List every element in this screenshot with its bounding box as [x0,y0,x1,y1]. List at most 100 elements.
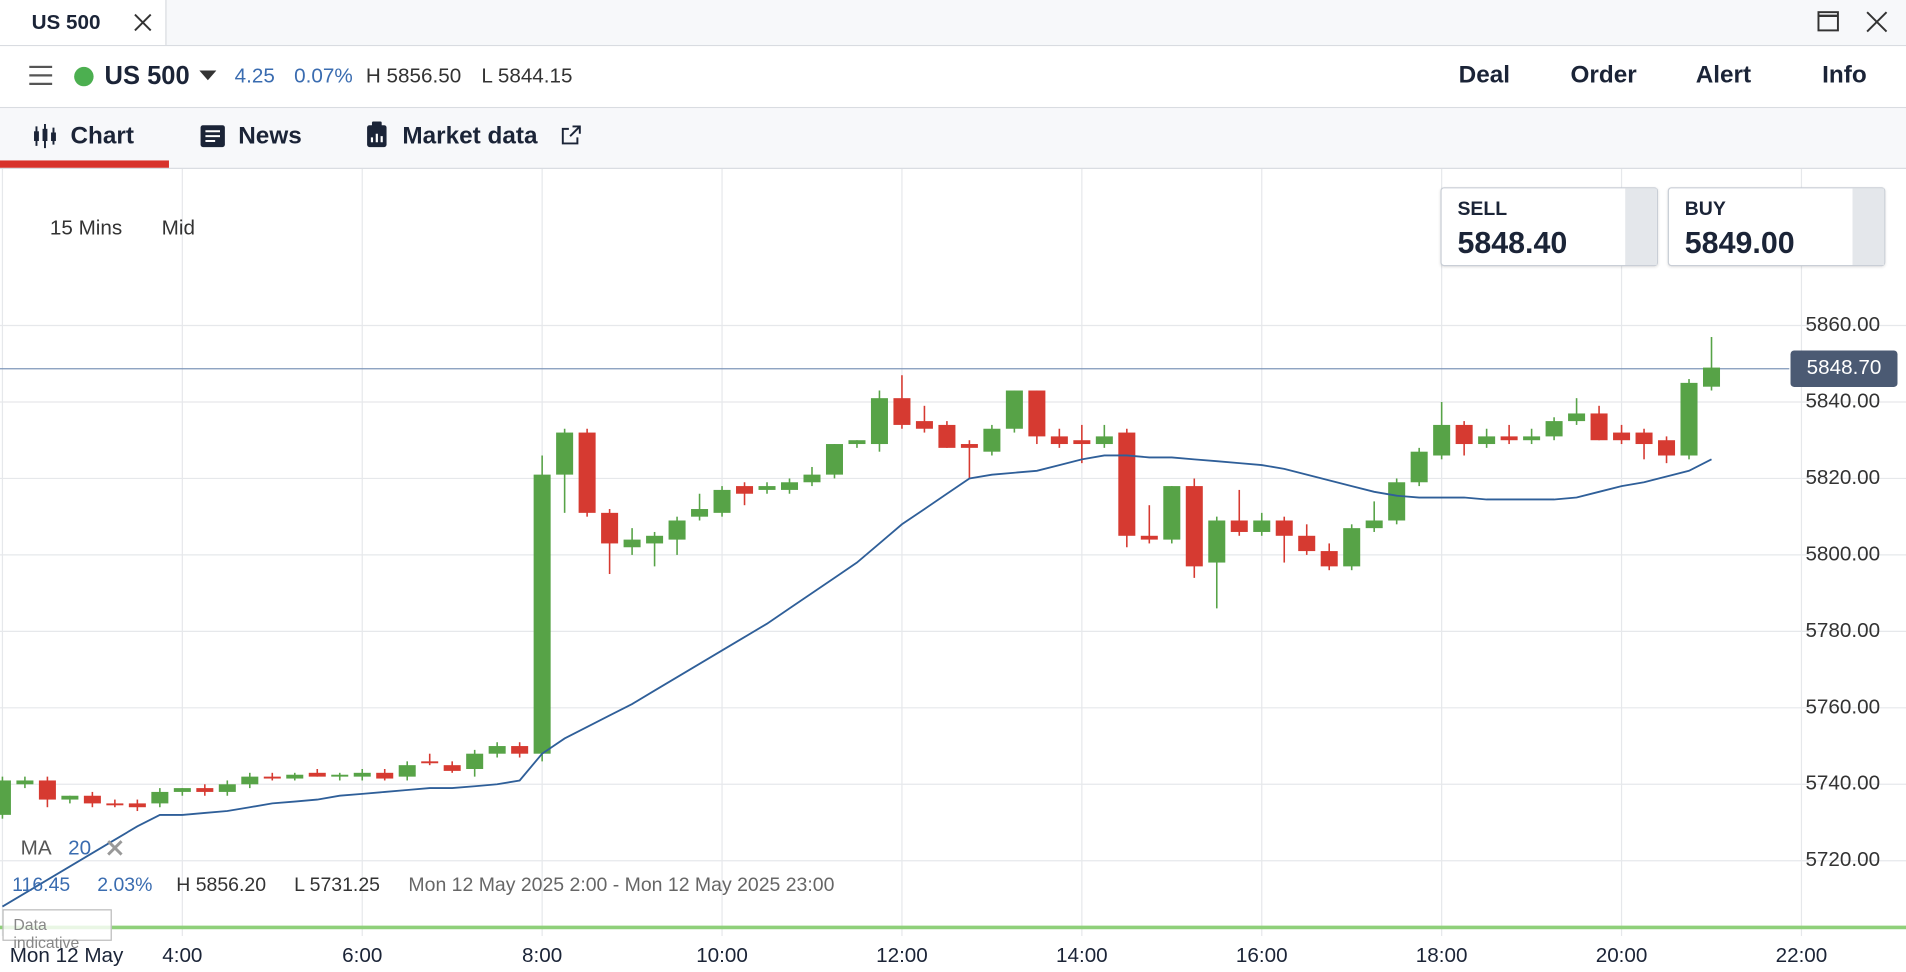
candle-body [1140,535,1158,540]
candle-body [1230,520,1248,532]
last-price-tag [1790,350,1898,387]
notice-box: Data indicative [2,909,112,952]
candle [893,375,911,429]
candle-body [1275,520,1293,536]
candle [1343,524,1361,571]
low: L 5844.15 [481,64,573,88]
candle [1005,390,1023,433]
y-tick-label: 5800.00 [1805,542,1880,565]
candle [1208,516,1226,609]
candle [1433,401,1451,460]
candle-body [1545,421,1563,437]
candle-body [1410,451,1428,483]
x-tick-label: 18:00 [1416,944,1468,967]
info-button[interactable]: Info [1822,61,1867,89]
range-change-pct: 2.03% [97,875,153,896]
market-data-tab[interactable]: Market data [359,108,590,168]
candle-body [893,398,911,425]
x-tick-label: 10:00 [696,944,748,967]
candle-body [803,474,821,483]
menu-icon[interactable] [29,65,53,85]
candle-body [758,486,776,490]
candle [1050,428,1068,448]
candle-body [1005,390,1023,429]
order-button[interactable]: Order [1570,61,1637,89]
interval-selector[interactable]: 15 Mins [49,216,123,240]
sell-price: 5848.40 [1457,226,1568,261]
candle-body [1343,528,1361,567]
candle [1613,424,1631,445]
candle [1388,478,1406,525]
candle [1095,424,1113,448]
maximize-icon[interactable] [1817,11,1839,33]
y-tick-label: 5780.00 [1805,619,1880,642]
candle [1590,405,1608,441]
candle [1185,478,1203,578]
window-tab[interactable]: US 500 [0,0,167,45]
candle [241,772,259,789]
candle [601,509,619,575]
candle [983,424,1001,456]
candle-body [421,761,439,764]
y-tick-label: 5840.00 [1805,389,1880,412]
candle [218,780,236,796]
candle-body [331,774,349,777]
buy-button[interactable]: BUY 5849.00 [1667,187,1886,267]
candle-body [1568,413,1586,422]
candle [128,799,146,812]
dropdown-caret[interactable] [199,70,217,82]
candle-body [646,535,664,544]
candle-body [825,444,843,475]
candle [938,421,956,448]
deal-button[interactable]: Deal [1458,61,1511,89]
candle-body [533,474,551,754]
candle-body [241,776,259,785]
candle [1478,428,1496,448]
candle [1320,543,1338,571]
candle-body [308,772,326,777]
alert-button[interactable]: Alert [1695,61,1752,89]
chart-tab[interactable]: Chart [0,108,169,168]
close-tab-icon[interactable] [134,13,152,32]
candle-body [1185,486,1203,567]
range-high: H 5856.20 [176,875,267,896]
candle [1568,398,1586,425]
indicator-name: MA [20,836,52,860]
candle [578,428,596,517]
x-tick-label: 12:00 [876,944,928,967]
close-window-icon[interactable] [1866,11,1888,33]
sell-label: SELL [1457,199,1508,221]
candle-body [1050,436,1068,445]
candle-body [353,772,371,777]
candle [533,455,551,762]
candle-body [1635,432,1653,445]
symbol[interactable]: US 500 [104,61,190,90]
candle [623,528,641,555]
sell-button-side [1625,188,1657,265]
candle [38,776,56,808]
remove-indicator-icon[interactable] [107,840,123,856]
buy-button-side [1852,188,1885,265]
price-type-selector[interactable]: Mid [161,216,195,240]
change-pct: 0.07% [294,64,353,88]
candle [151,788,169,808]
candle [1680,379,1698,460]
tabs: Chart News Market data [0,108,1906,169]
candle-body [173,788,191,792]
candle [1500,424,1518,445]
candle-body [1658,440,1676,456]
candle-body [376,772,394,779]
tab-title: US 500 [31,10,101,35]
candle-body [1365,520,1383,529]
buy-price: 5849.00 [1684,226,1795,261]
candle [0,776,11,819]
sell-button[interactable]: SELL 5848.40 [1440,187,1659,267]
candle-body [1590,413,1608,441]
candle-body [128,803,146,808]
x-tick-label: 22:00 [1776,944,1828,967]
candle [668,516,686,555]
candle [353,768,371,781]
news-tab[interactable]: News [194,108,328,168]
candle [443,761,461,773]
candle [556,428,574,513]
